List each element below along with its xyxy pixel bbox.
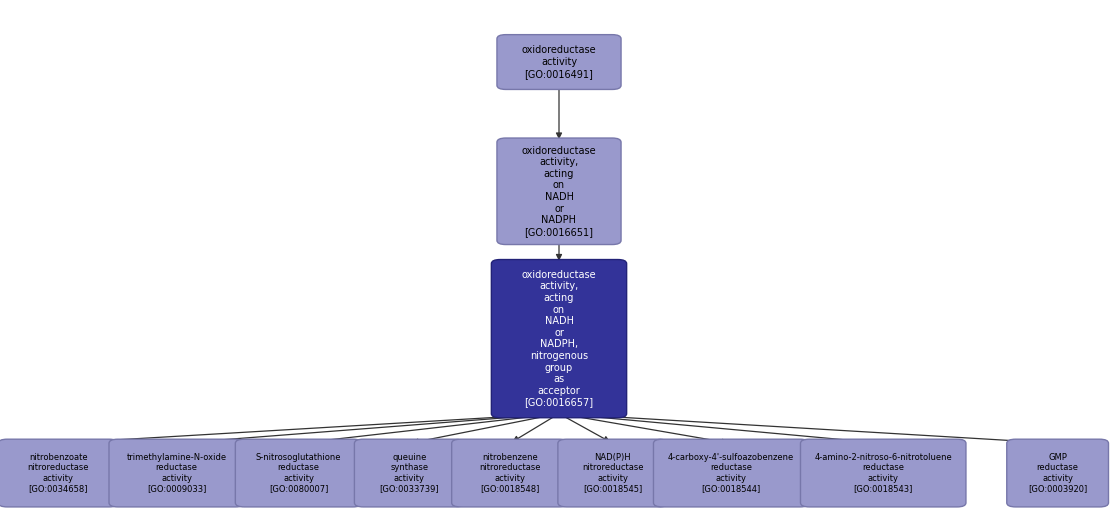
FancyBboxPatch shape — [0, 439, 119, 507]
Text: 4-carboxy-4'-sulfoazobenzene
reductase
activity
[GO:0018544]: 4-carboxy-4'-sulfoazobenzene reductase a… — [669, 453, 794, 493]
FancyBboxPatch shape — [452, 439, 568, 507]
FancyBboxPatch shape — [354, 439, 464, 507]
Text: queuine
synthase
activity
[GO:0033739]: queuine synthase activity [GO:0033739] — [379, 453, 439, 493]
FancyBboxPatch shape — [236, 439, 362, 507]
Text: NAD(P)H
nitroreductase
activity
[GO:0018545]: NAD(P)H nitroreductase activity [GO:0018… — [581, 453, 644, 493]
FancyBboxPatch shape — [1006, 439, 1108, 507]
Text: nitrobenzoate
nitroreductase
activity
[GO:0034658]: nitrobenzoate nitroreductase activity [G… — [27, 453, 89, 493]
FancyBboxPatch shape — [110, 439, 244, 507]
Text: trimethylamine-N-oxide
reductase
activity
[GO:0009033]: trimethylamine-N-oxide reductase activit… — [126, 453, 227, 493]
FancyBboxPatch shape — [558, 439, 667, 507]
Text: nitrobenzene
nitroreductase
activity
[GO:0018548]: nitrobenzene nitroreductase activity [GO… — [479, 453, 541, 493]
Text: oxidoreductase
activity
[GO:0016491]: oxidoreductase activity [GO:0016491] — [522, 45, 596, 79]
FancyBboxPatch shape — [496, 138, 622, 245]
Text: S-nitrosoglutathione
reductase
activity
[GO:0080007]: S-nitrosoglutathione reductase activity … — [256, 453, 341, 493]
Text: oxidoreductase
activity,
acting
on
NADH
or
NADPH
[GO:0016651]: oxidoreductase activity, acting on NADH … — [522, 146, 596, 237]
FancyBboxPatch shape — [653, 439, 809, 507]
FancyBboxPatch shape — [492, 260, 626, 418]
Text: 4-amino-2-nitroso-6-nitrotoluene
reductase
activity
[GO:0018543]: 4-amino-2-nitroso-6-nitrotoluene reducta… — [814, 453, 953, 493]
Text: oxidoreductase
activity,
acting
on
NADH
or
NADPH,
nitrogenous
group
as
acceptor
: oxidoreductase activity, acting on NADH … — [522, 270, 596, 407]
Text: GMP
reductase
activity
[GO:0003920]: GMP reductase activity [GO:0003920] — [1029, 453, 1087, 493]
FancyBboxPatch shape — [800, 439, 966, 507]
FancyBboxPatch shape — [496, 35, 622, 89]
